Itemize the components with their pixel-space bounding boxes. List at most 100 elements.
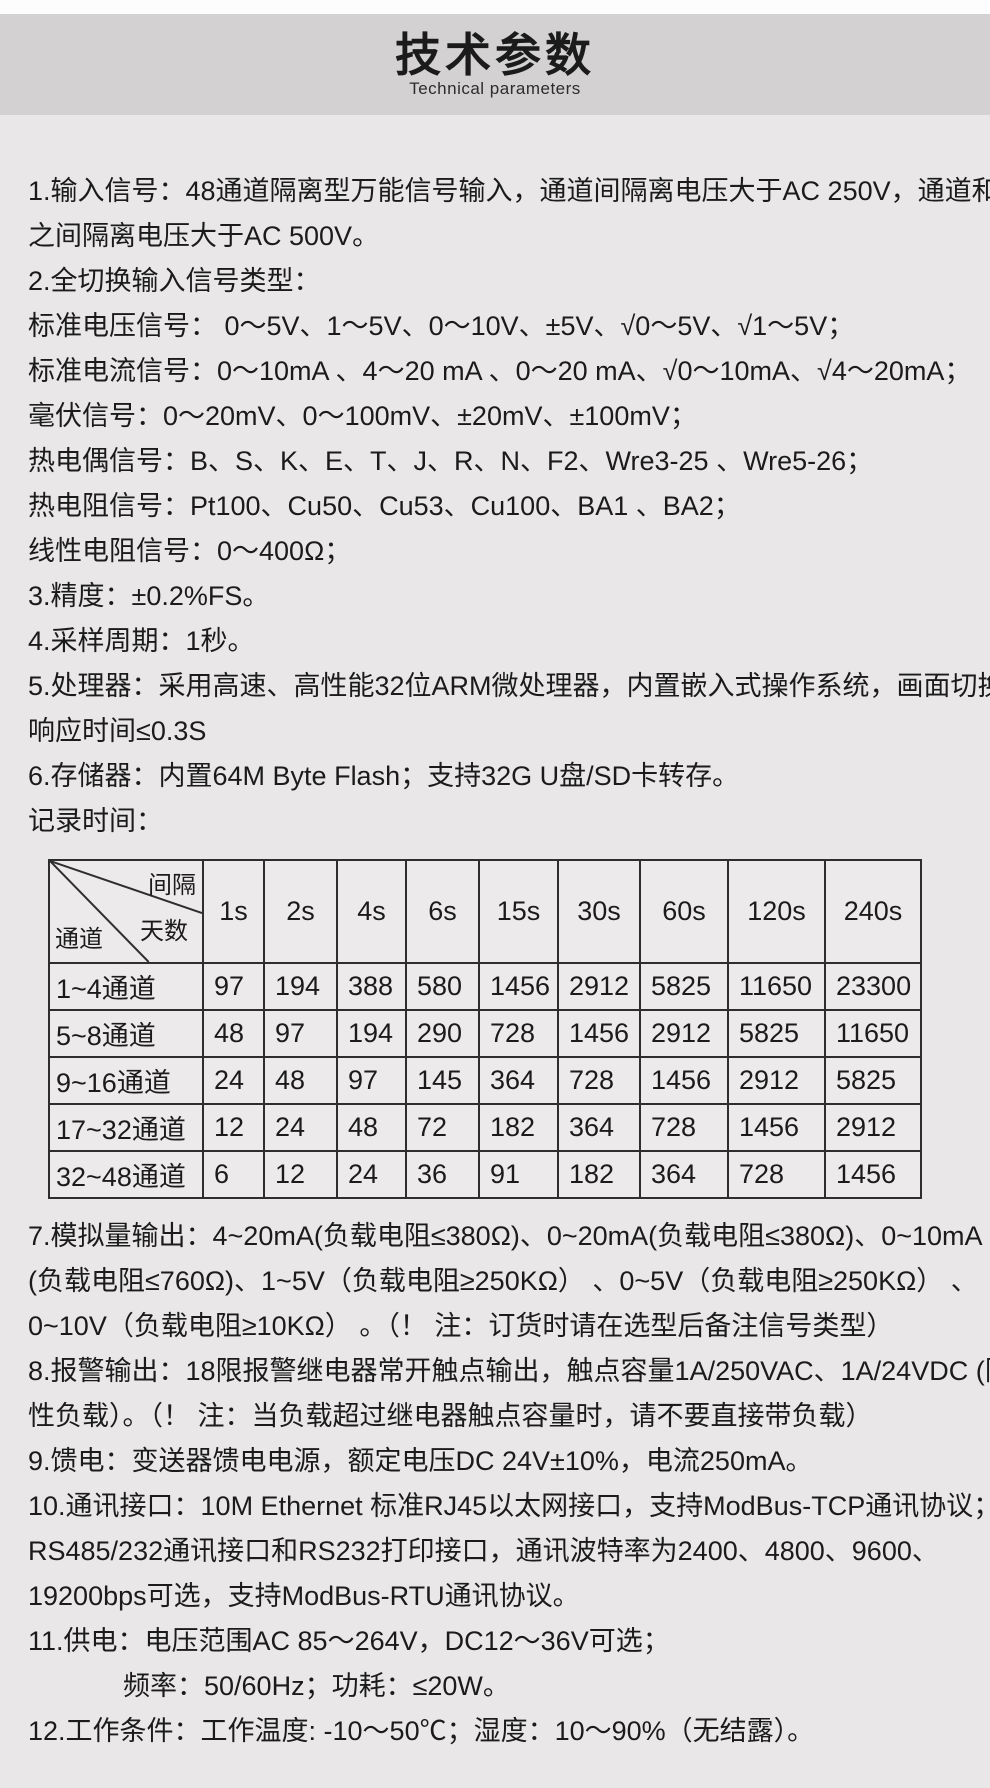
table-cell: 194 bbox=[336, 1009, 407, 1058]
spec-accuracy: 3.精度：±0.2%FS。 bbox=[28, 581, 270, 611]
table-cell: 364 bbox=[478, 1056, 559, 1105]
col-header-2s: 2s bbox=[263, 859, 338, 964]
table-cell: 91 bbox=[478, 1150, 559, 1199]
spec-working-conditions: 12.工作条件：工作温度: -10～50℃；湿度：10～90%（无结露）。 bbox=[28, 1716, 815, 1746]
spec-frequency-power: 频率：50/60Hz；功耗：≤20W。 bbox=[123, 1671, 510, 1701]
table-cell: 97 bbox=[263, 1009, 338, 1058]
spec-comm-interface-line3: 19200bps可选，支持ModBus-RTU通讯协议。 bbox=[28, 1581, 580, 1611]
table-cell: 1456 bbox=[478, 962, 559, 1011]
row-label-ch1-4: 1~4通道 bbox=[48, 962, 204, 1011]
spec-comm-interface-line2: RS485/232通讯接口和RS232打印接口，通讯波特率为2400、4800、… bbox=[28, 1536, 939, 1566]
spec-analog-output-line2: (负载电阻≤760Ω)、1~5V（负载电阻≥250KΩ） 、0~5V（负载电阻≥… bbox=[28, 1266, 978, 1296]
table-cell: 36 bbox=[405, 1150, 480, 1199]
spec-current-signals: 标准电流信号：0～10mA 、4～20 mA 、0～20 mA、√0～10mA、… bbox=[28, 356, 972, 386]
spec-sampling-period: 4.采样周期：1秒。 bbox=[28, 626, 255, 656]
row-label-ch17-32: 17~32通道 bbox=[48, 1103, 204, 1152]
table-cell: 6 bbox=[202, 1150, 265, 1199]
table-cell: 2912 bbox=[557, 962, 641, 1011]
table-corner-cell: 间隔 天数 通道 bbox=[48, 859, 204, 964]
table-cell: 388 bbox=[336, 962, 407, 1011]
corner-label-days: 天数 bbox=[140, 918, 188, 945]
table-cell: 2912 bbox=[727, 1056, 826, 1105]
table-cell: 1456 bbox=[727, 1103, 826, 1152]
spec-analog-output-line1: 7.模拟量输出：4~20mA(负载电阻≤380Ω)、0~20mA(负载电阻≤38… bbox=[28, 1221, 983, 1251]
col-header-6s: 6s bbox=[405, 859, 480, 964]
spec-body: 1.输入信号：48通道隔离型万能信号输入，通道间隔离电压大于AC 250V，通道… bbox=[0, 115, 990, 1754]
page-title: 技术参数 bbox=[395, 29, 595, 81]
spec-rtd-signals: 热电阻信号：Pt100、Cu50、Cu53、Cu100、BA1 、BA2； bbox=[28, 491, 741, 521]
col-header-240s: 240s bbox=[824, 859, 922, 964]
section-header: 技术参数 Technical parameters bbox=[0, 14, 990, 115]
spec-analog-output-line3: 0~10V（负载电阻≥10KΩ） 。（！ 注：订货时请在选型后备注信号类型） bbox=[28, 1311, 894, 1341]
table-cell: 11650 bbox=[824, 1009, 922, 1058]
table-cell: 2912 bbox=[824, 1103, 922, 1152]
corner-label-channels: 通道 bbox=[55, 926, 103, 953]
col-header-30s: 30s bbox=[557, 859, 641, 964]
table-cell: 1456 bbox=[824, 1150, 922, 1199]
table-cell: 5825 bbox=[639, 962, 729, 1011]
record-time-table: 间隔 天数 通道 1s 2s 4s 6s 15s 30s 60s 120s 24… bbox=[48, 859, 922, 1199]
table-row: 32~48通道 6 12 24 36 91 182 364 728 1456 bbox=[48, 1150, 922, 1199]
table-cell: 12 bbox=[202, 1103, 265, 1152]
spec-feed-power: 9.馈电：变送器馈电电源，额定电压DC 24V±10%，电流250mA。 bbox=[28, 1446, 813, 1476]
row-label-ch9-16: 9~16通道 bbox=[48, 1056, 204, 1105]
table-cell: 364 bbox=[557, 1103, 641, 1152]
spec-input-signal-line1: 1.输入信号：48通道隔离型万能信号输入，通道间隔离电压大于AC 250V，通道… bbox=[28, 176, 990, 206]
table-cell: 2912 bbox=[639, 1009, 729, 1058]
table-cell: 48 bbox=[336, 1103, 407, 1152]
table-cell: 728 bbox=[639, 1103, 729, 1152]
spec-input-signal-line2: 之间隔离电压大于AC 500V。 bbox=[28, 221, 380, 251]
spec-comm-interface-line1: 10.通讯接口：10M Ethernet 标准RJ45以太网接口，支持ModBu… bbox=[28, 1491, 990, 1521]
table-row: 5~8通道 48 97 194 290 728 1456 2912 5825 1… bbox=[48, 1009, 922, 1058]
table-cell: 72 bbox=[405, 1103, 480, 1152]
table-cell: 194 bbox=[263, 962, 338, 1011]
corner-label-interval: 间隔 bbox=[148, 872, 196, 899]
spec-alarm-output-line1: 8.报警输出：18限报警继电器常开触点输出，触点容量1A/250VAC、1A/2… bbox=[28, 1356, 990, 1386]
spec-processor-line1: 5.处理器：采用高速、高性能32位ARM微处理器，内置嵌入式操作系统，画面切换 bbox=[28, 671, 990, 701]
table-cell: 12 bbox=[263, 1150, 338, 1199]
table-cell: 24 bbox=[336, 1150, 407, 1199]
col-header-15s: 15s bbox=[478, 859, 559, 964]
diagonal-divider-lines bbox=[51, 862, 201, 961]
col-header-60s: 60s bbox=[639, 859, 729, 964]
table-cell: 182 bbox=[557, 1150, 641, 1199]
table-cell: 11650 bbox=[727, 962, 826, 1011]
record-time-label: 记录时间： bbox=[28, 806, 163, 836]
table-cell: 728 bbox=[727, 1150, 826, 1199]
table-cell: 364 bbox=[639, 1150, 729, 1199]
table-cell: 5825 bbox=[824, 1056, 922, 1105]
spec-processor-line2: 响应时间≤0.3S bbox=[28, 716, 207, 746]
table-cell: 290 bbox=[405, 1009, 480, 1058]
spec-linear-resistance: 线性电阻信号：0～400Ω； bbox=[28, 536, 352, 566]
table-cell: 1456 bbox=[639, 1056, 729, 1105]
spec-thermocouple-signals: 热电偶信号：B、S、K、E、T、J、R、N、F2、Wre3-25 、Wre5-2… bbox=[28, 446, 874, 476]
spec-signal-types-title: 2.全切换输入信号类型： bbox=[28, 266, 321, 296]
spec-millivolt-signals: 毫伏信号：0～20mV、0～100mV、±20mV、±100mV； bbox=[28, 401, 697, 431]
table-cell: 97 bbox=[202, 962, 265, 1011]
row-label-ch32-48: 32~48通道 bbox=[48, 1150, 204, 1199]
row-label-ch5-8: 5~8通道 bbox=[48, 1009, 204, 1058]
table-cell: 728 bbox=[478, 1009, 559, 1058]
table-cell: 728 bbox=[557, 1056, 641, 1105]
table-cell: 24 bbox=[202, 1056, 265, 1105]
col-header-120s: 120s bbox=[727, 859, 826, 964]
table-cell: 97 bbox=[336, 1056, 407, 1105]
table-cell: 5825 bbox=[727, 1009, 826, 1058]
table-cell: 182 bbox=[478, 1103, 559, 1152]
table-cell: 580 bbox=[405, 962, 480, 1011]
table-header-row: 间隔 天数 通道 1s 2s 4s 6s 15s 30s 60s 120s 24… bbox=[48, 859, 922, 964]
table-row: 1~4通道 97 194 388 580 1456 2912 5825 1165… bbox=[48, 962, 922, 1011]
table-row: 9~16通道 24 48 97 145 364 728 1456 2912 58… bbox=[48, 1056, 922, 1105]
col-header-1s: 1s bbox=[202, 859, 265, 964]
table-cell: 24 bbox=[263, 1103, 338, 1152]
col-header-4s: 4s bbox=[336, 859, 407, 964]
table-cell: 48 bbox=[263, 1056, 338, 1105]
spec-alarm-output-line2: 性负载）。（！ 注：当负载超过继电器触点容量时，请不要直接带负载） bbox=[28, 1401, 873, 1431]
spec-voltage-signals: 标准电压信号： 0～5V、1～5V、0～10V、±5V、√0～5V、√1～5V； bbox=[28, 311, 855, 341]
spec-power-supply: 11.供电：电压范围AC 85～264V，DC12～36V可选； bbox=[28, 1626, 670, 1656]
table-row: 17~32通道 12 24 48 72 182 364 728 1456 291… bbox=[48, 1103, 922, 1152]
table-cell: 48 bbox=[202, 1009, 265, 1058]
table-cell: 145 bbox=[405, 1056, 480, 1105]
top-white-strip bbox=[0, 0, 990, 14]
table-cell: 1456 bbox=[557, 1009, 641, 1058]
